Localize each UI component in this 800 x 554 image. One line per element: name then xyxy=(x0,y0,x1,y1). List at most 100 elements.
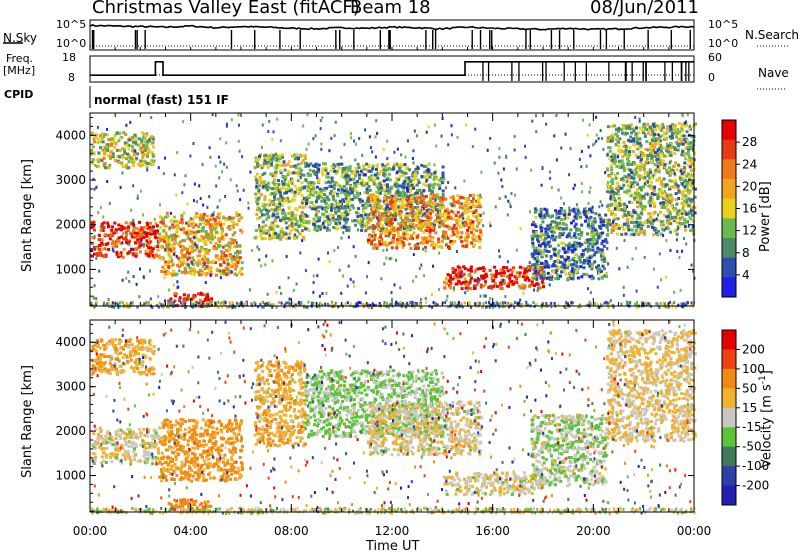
power-panel-cell xyxy=(379,235,383,239)
power-panel-cell xyxy=(684,178,688,182)
power-panel-cell xyxy=(368,135,371,139)
power-panel-cell xyxy=(618,126,621,130)
power-panel-cell xyxy=(651,138,654,142)
power-panel-cell xyxy=(472,193,476,197)
power-panel-cell xyxy=(576,207,580,211)
power-panel-cell xyxy=(606,183,610,187)
power-panel-cell xyxy=(226,262,230,266)
power-panel-cell xyxy=(628,184,632,188)
power-panel-cell xyxy=(367,193,371,197)
power-panel-cell xyxy=(591,242,595,246)
power-panel-cell xyxy=(214,254,218,258)
power-panel-cell xyxy=(405,229,408,233)
power-panel-cell xyxy=(579,215,582,219)
power-panel-cell xyxy=(226,258,229,262)
power-panel-cell xyxy=(115,242,119,246)
power-panel-cell xyxy=(616,207,620,211)
power-panel-cell xyxy=(590,267,594,271)
power-panel-cell xyxy=(275,212,279,216)
power-panel-cell xyxy=(558,260,562,264)
power-panel-cell xyxy=(386,191,390,195)
power-panel-cell xyxy=(534,225,538,228)
power-panel-cell xyxy=(387,210,391,214)
power-panel-cell xyxy=(163,224,167,228)
power-panel-cell xyxy=(354,174,358,178)
power-panel-cell xyxy=(381,207,385,211)
power-panel-cell xyxy=(663,206,667,209)
power-panel-cell xyxy=(385,222,389,226)
power-panel-cell xyxy=(667,166,671,170)
power-panel-cell xyxy=(224,249,228,253)
power-panel-cell xyxy=(648,168,652,172)
power-panel-cell xyxy=(630,168,634,172)
power-panel-cell xyxy=(320,147,323,151)
power-panel-cell xyxy=(267,209,271,213)
power-panel-cell xyxy=(380,189,384,192)
power-panel-cell xyxy=(386,216,390,220)
power-panel-cell xyxy=(202,212,206,216)
power-panel-cell xyxy=(151,228,154,232)
power-panel-cell xyxy=(626,191,630,195)
power-panel-cell xyxy=(632,233,636,237)
power-panel-cell xyxy=(557,188,560,192)
power-panel-cell xyxy=(195,230,199,234)
power-panel-cell xyxy=(215,215,219,219)
power-panel-cell xyxy=(636,163,640,167)
power-panel-cell xyxy=(469,222,473,226)
power-panel-cell xyxy=(217,269,220,273)
power-panel-cell xyxy=(152,225,155,229)
power-panel-cell xyxy=(598,225,601,229)
power-panel-cell xyxy=(521,283,525,287)
power-panel-cell xyxy=(639,174,643,178)
power-panel-cell xyxy=(114,159,118,163)
power-panel-cell xyxy=(201,229,205,233)
power-panel-cell xyxy=(562,213,566,217)
power-panel-cell xyxy=(577,227,581,231)
power-panel-cell xyxy=(630,201,634,204)
power-panel-cell xyxy=(402,227,406,230)
power-panel-cell xyxy=(365,168,369,172)
power-panel-cell xyxy=(224,218,228,222)
power-panel-cell xyxy=(643,233,647,237)
power-panel-cell xyxy=(104,233,107,237)
power-panel-cell xyxy=(671,185,675,189)
power-panel-cell xyxy=(634,153,638,157)
power-panel-cell xyxy=(611,139,614,143)
power-panel-cell xyxy=(191,242,195,246)
power-panel-cell xyxy=(323,208,327,212)
power-panel-cell xyxy=(600,224,604,227)
power-panel-cell xyxy=(659,203,663,207)
power-panel-cell xyxy=(627,150,631,154)
power-panel-cell xyxy=(567,247,571,251)
power-panel-cell xyxy=(569,241,572,245)
power-panel-cell xyxy=(270,235,274,239)
power-panel-cell xyxy=(377,206,381,210)
power-panel-cell xyxy=(462,265,466,269)
power-panel-cell xyxy=(293,190,297,194)
power-panel-cell xyxy=(448,247,451,250)
power-panel-cell xyxy=(578,244,582,248)
power-panel-cell xyxy=(171,237,175,241)
power-panel-cell xyxy=(451,203,454,207)
power-panel-cell xyxy=(541,242,545,246)
power-panel-cell xyxy=(287,207,291,211)
power-panel-cell xyxy=(628,127,632,131)
power-panel-cell xyxy=(256,217,260,221)
power-panel-cell xyxy=(343,189,346,193)
power-panel-cell xyxy=(337,162,341,166)
power-panel-cell xyxy=(429,223,433,227)
power-panel-cell xyxy=(126,251,130,255)
power-panel-cell xyxy=(553,238,557,242)
power-panel-cell xyxy=(632,137,636,141)
power-panel-cell xyxy=(644,160,648,164)
power-panel-cell xyxy=(531,255,535,259)
power-panel-cell xyxy=(271,181,275,185)
power-panel-cell xyxy=(460,224,463,228)
power-panel-cell xyxy=(279,218,282,222)
power-panel-cell xyxy=(513,134,516,138)
power-panel-cell xyxy=(199,273,203,277)
power-panel-cell xyxy=(457,224,461,227)
power-panel-cell xyxy=(332,191,336,195)
power-panel-cell xyxy=(690,169,693,173)
power-panel-cell xyxy=(432,246,436,250)
